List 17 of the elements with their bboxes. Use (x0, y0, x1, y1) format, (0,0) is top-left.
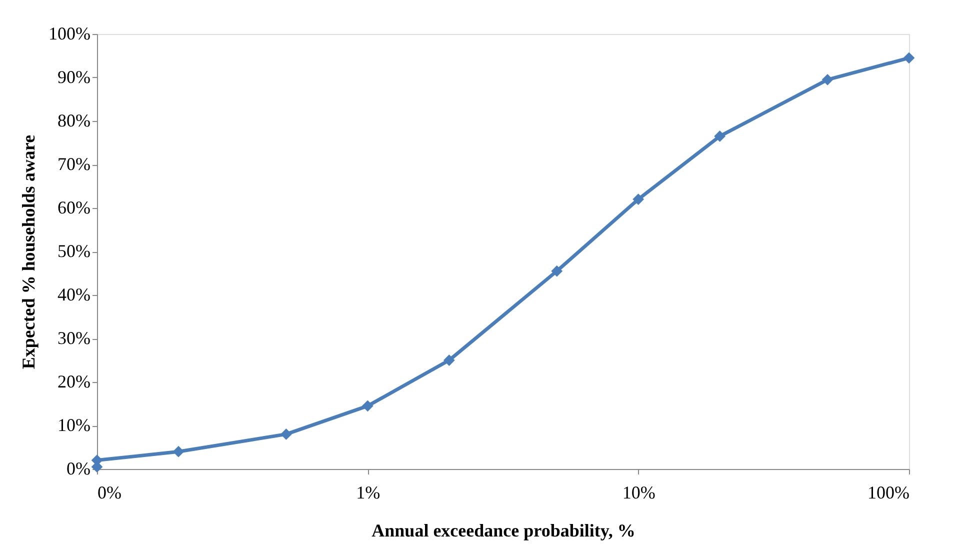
y-tick-label: 60% (58, 198, 90, 218)
y-tick-label: 50% (58, 241, 90, 261)
y-tick-label: 0% (66, 458, 90, 478)
y-tick-label: 20% (58, 372, 90, 392)
x-axis-title: Annual exceedance probability, % (372, 520, 636, 540)
y-tick-label: 90% (58, 67, 90, 87)
y-axis-title: Expected % households aware (18, 134, 39, 370)
y-tick-label: 30% (58, 328, 90, 348)
x-tick-label: 1% (356, 482, 380, 502)
x-tick-label: 0% (98, 482, 122, 502)
y-tick-label: 80% (58, 110, 90, 130)
y-tick-label: 100% (48, 24, 90, 44)
y-tick-label: 40% (58, 284, 90, 304)
y-tick-label: 10% (58, 415, 90, 435)
y-tick-label: 70% (58, 154, 90, 174)
x-tick-label: 100% (868, 482, 910, 502)
x-tick-label: 10% (622, 482, 656, 502)
